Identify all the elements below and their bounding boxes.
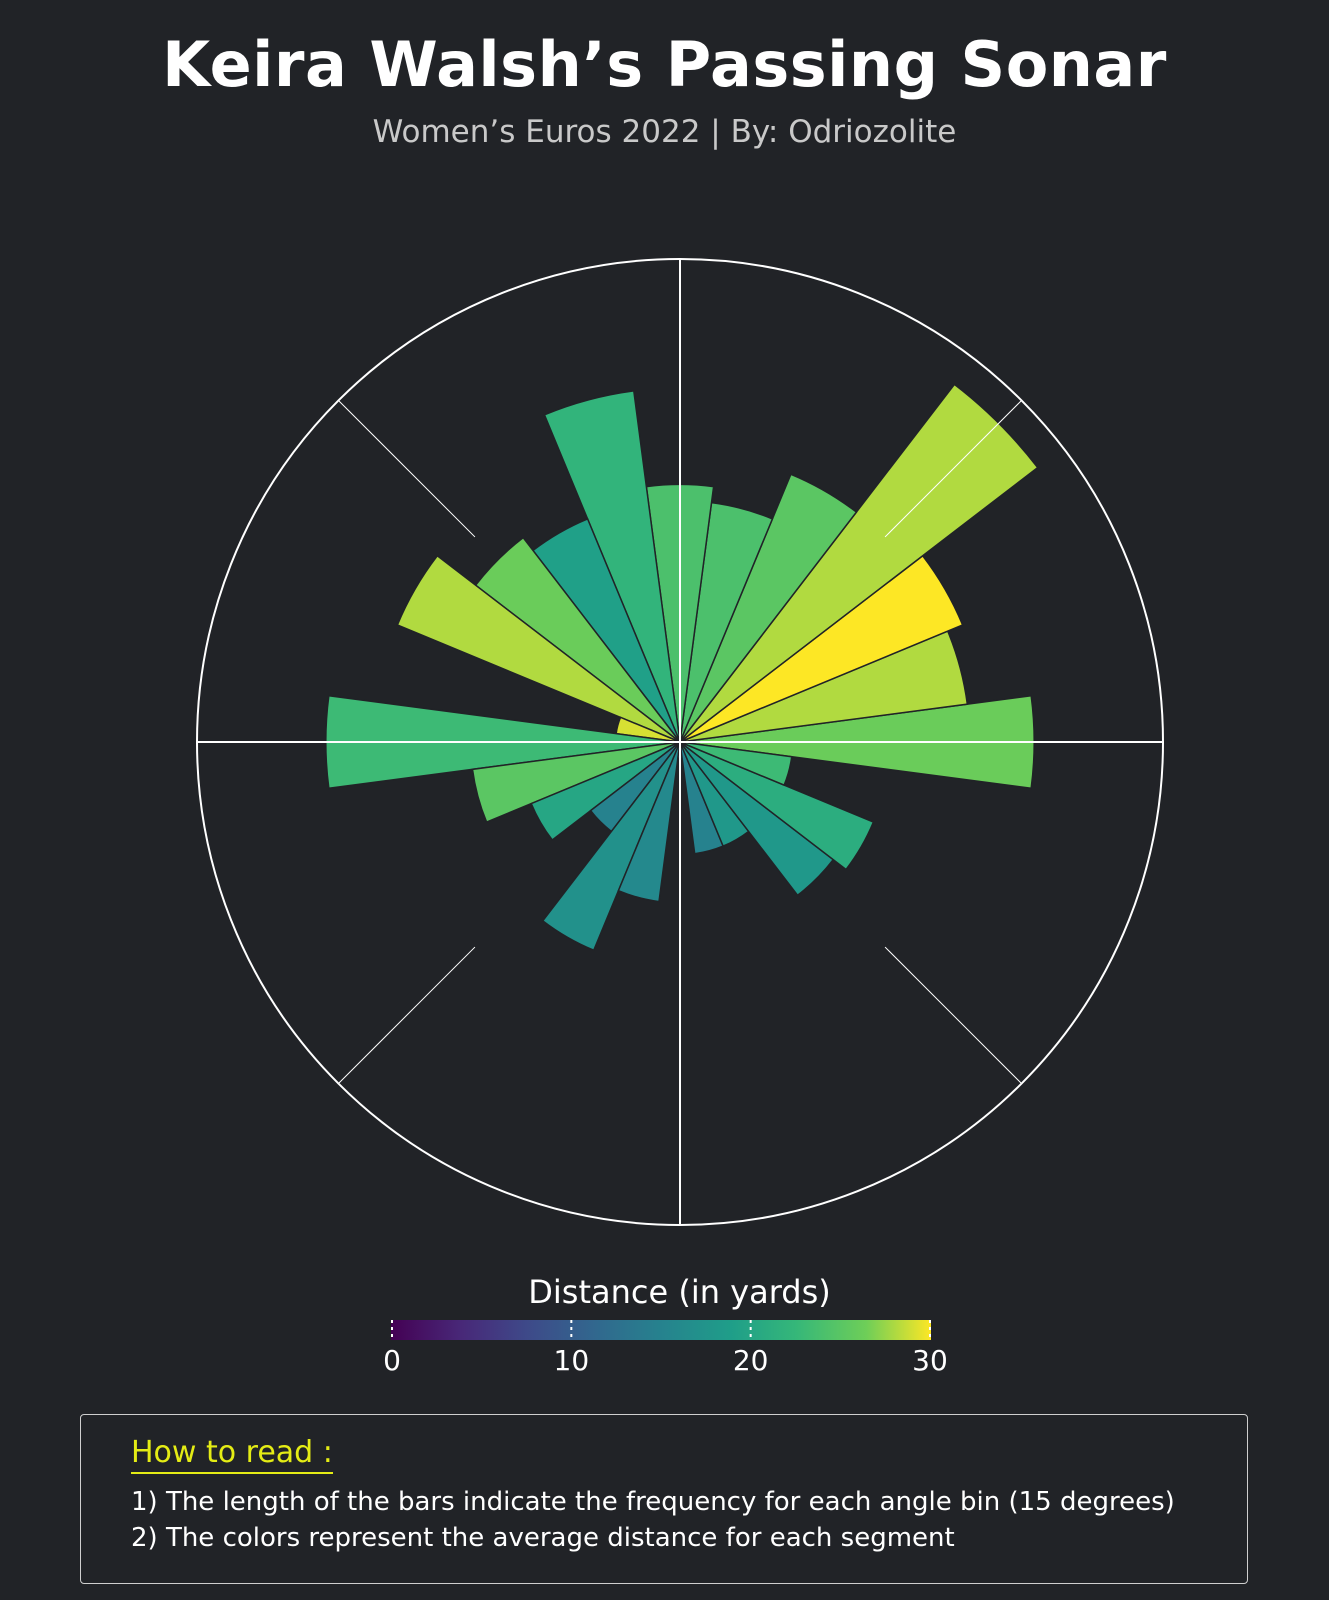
sonar-bar-330 (679, 741, 875, 871)
colorbar-title: Distance (in yards) (528, 1273, 831, 1311)
sonar-bars (325, 383, 1039, 952)
sonar-bar-240 (541, 741, 681, 952)
sonar-bar-255 (617, 741, 681, 903)
colorbar-tick-label-30: 30 (912, 1344, 948, 1377)
sonar-bar-150 (396, 554, 681, 743)
colorbar-ticks (391, 1320, 931, 1340)
how-to-read-line-2: 2) The colors represent the average dist… (131, 1523, 955, 1553)
polar-gridline-225 (338, 946, 476, 1084)
colorbar-tick-label-10: 10 (553, 1344, 590, 1377)
polar-gridline-315 (884, 946, 1022, 1084)
colorbar-gradient (391, 1320, 931, 1340)
sonar-bar-60 (679, 473, 858, 743)
colorbar (391, 1320, 931, 1340)
chart-subtitle: Women’s Euros 2022 | By: Odriozolite (372, 114, 957, 150)
polar-grid (196, 258, 1164, 1226)
sonar-bar-210 (530, 741, 681, 842)
sonar-bar-105 (543, 389, 681, 743)
chart-title: Keira Walsh’s Passing Sonar (162, 28, 1167, 101)
sonar-bar-195 (471, 741, 681, 824)
how-to-read-box: How to read : 1) The length of the bars … (80, 1414, 1248, 1584)
sonar-bar-345 (679, 741, 793, 787)
how-to-read-heading: How to read : (131, 1435, 333, 1474)
colorbar-tick-label-0: 0 (383, 1344, 401, 1377)
polar-gridline-135 (338, 400, 476, 538)
how-to-read-line-1: 1) The length of the bars indicate the f… (131, 1487, 1175, 1517)
passing-sonar-chart (196, 258, 1164, 1226)
polar-gridline-45 (884, 400, 1022, 538)
colorbar-tick-label-20: 20 (732, 1344, 769, 1377)
